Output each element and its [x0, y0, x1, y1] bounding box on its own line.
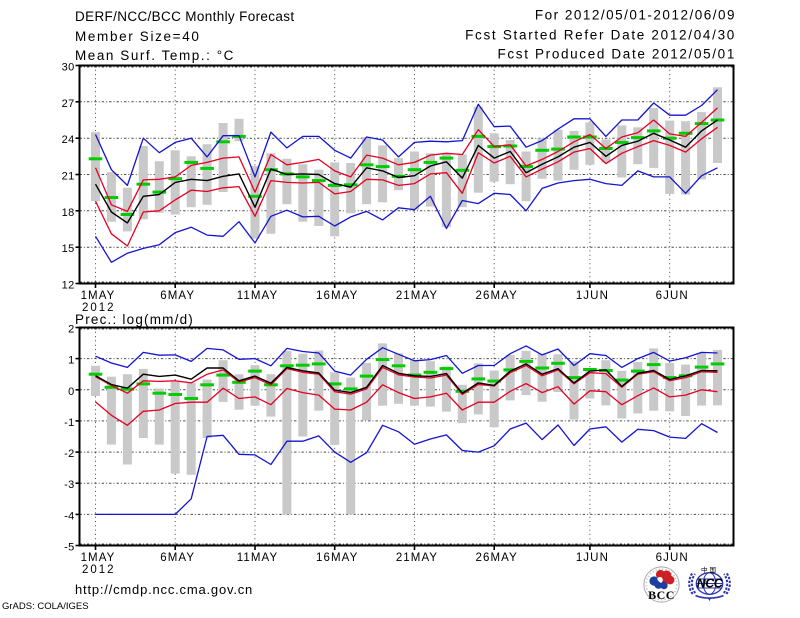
svg-text:26MAY: 26MAY: [476, 552, 518, 564]
svg-text:Fcst Started Refer Date 2012/0: Fcst Started Refer Date 2012/04/30: [465, 28, 736, 43]
svg-text:-1: -1: [64, 417, 74, 429]
svg-text:26MAY: 26MAY: [476, 290, 518, 302]
svg-text:1MAY: 1MAY: [81, 290, 116, 302]
svg-text:21: 21: [62, 171, 75, 183]
svg-text:Member Size=40: Member Size=40: [75, 29, 201, 44]
svg-text:6JUN: 6JUN: [656, 552, 689, 564]
svg-text:21MAY: 21MAY: [396, 290, 438, 302]
svg-text:1JUN: 1JUN: [576, 290, 609, 302]
svg-text:18: 18: [62, 207, 75, 219]
svg-text:Mean Surf. Temp.: °C: Mean Surf. Temp.: °C: [75, 48, 235, 63]
svg-text:16MAY: 16MAY: [316, 552, 358, 564]
svg-text:12: 12: [62, 280, 75, 292]
svg-text:中国: 中国: [701, 565, 718, 574]
svg-text:NCC: NCC: [697, 577, 724, 591]
svg-text:BCC: BCC: [648, 588, 675, 602]
svg-text:11MAY: 11MAY: [237, 552, 279, 564]
svg-text:27: 27: [62, 98, 75, 110]
svg-text:16MAY: 16MAY: [316, 290, 358, 302]
svg-text:For 2012/05/01-2012/06/09: For 2012/05/01-2012/06/09: [535, 8, 736, 23]
svg-text:1: 1: [68, 355, 74, 367]
svg-text:Prec.: log(mm/d): Prec.: log(mm/d): [75, 312, 194, 327]
svg-text:http://cmdp.ncc.cma.gov.cn: http://cmdp.ncc.cma.gov.cn: [75, 582, 253, 597]
svg-text:2012: 2012: [82, 302, 116, 314]
svg-text:6MAY: 6MAY: [160, 552, 195, 564]
svg-text:-3: -3: [64, 479, 74, 491]
svg-text:-2: -2: [64, 448, 74, 460]
svg-text:0: 0: [68, 386, 74, 398]
svg-text:24: 24: [62, 134, 75, 146]
svg-text:21MAY: 21MAY: [396, 552, 438, 564]
svg-text:30: 30: [62, 62, 75, 74]
svg-text:2012: 2012: [82, 564, 116, 576]
svg-text:1MAY: 1MAY: [81, 552, 116, 564]
svg-text:11MAY: 11MAY: [237, 290, 279, 302]
svg-text:15: 15: [62, 243, 75, 255]
svg-text:6MAY: 6MAY: [160, 290, 195, 302]
svg-text:1JUN: 1JUN: [576, 552, 609, 564]
svg-text:6JUN: 6JUN: [656, 290, 689, 302]
svg-text:-5: -5: [64, 542, 74, 554]
svg-text:Fcst Produced Date 2012/05/01: Fcst Produced Date 2012/05/01: [498, 47, 736, 62]
svg-text:GrADS: COLA/IGES: GrADS: COLA/IGES: [2, 601, 89, 612]
svg-text:DERF/NCC/BCC Monthly Forecast: DERF/NCC/BCC Monthly Forecast: [75, 9, 294, 24]
svg-text:-4: -4: [64, 510, 74, 522]
svg-text:2: 2: [68, 324, 74, 336]
